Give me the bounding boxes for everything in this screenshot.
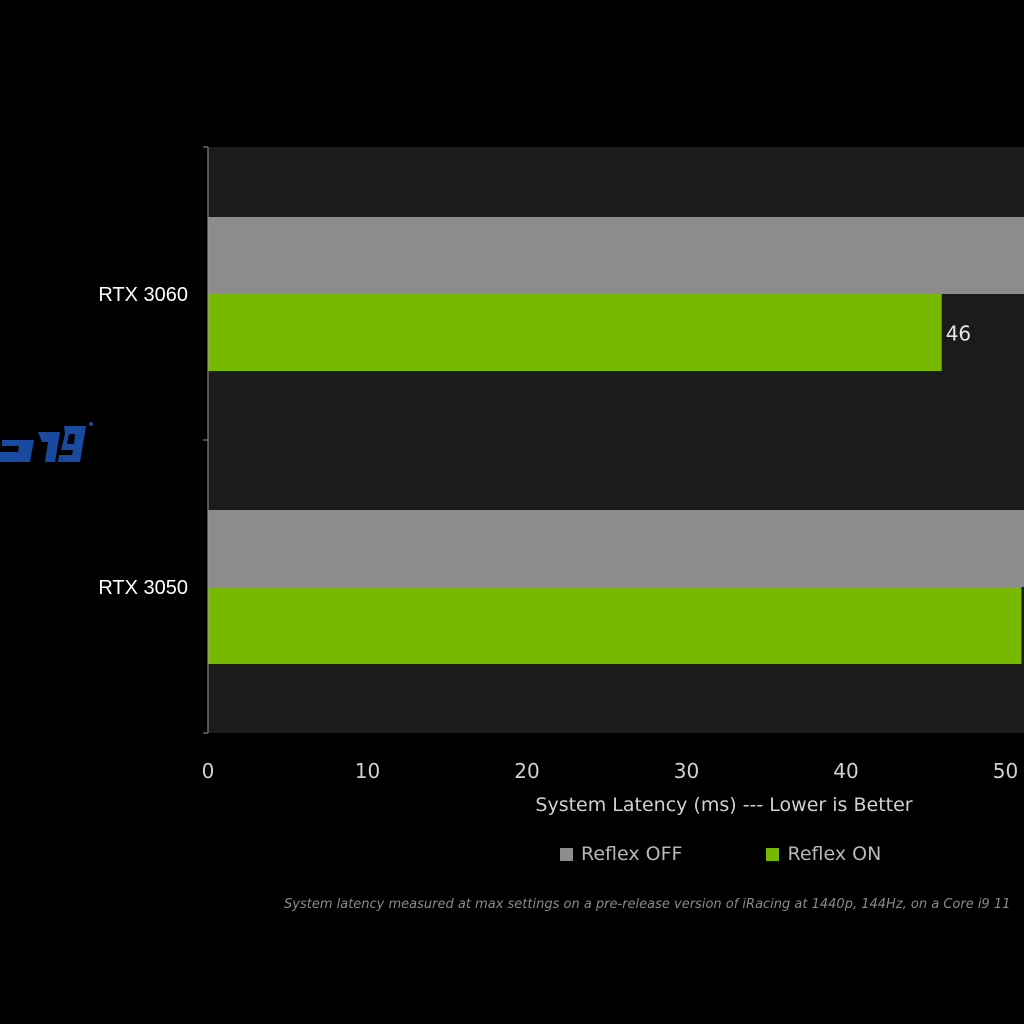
legend-item-reflex-on: Reflex ON (766, 843, 881, 865)
legend-item-reflex-off: Reflex OFF (560, 843, 682, 865)
x-tick-label: 0 (202, 759, 215, 783)
axes-layer (203, 146, 209, 734)
x-tick-label: 30 (674, 759, 699, 783)
bar-reflex-off-rtx-3050 (208, 510, 1024, 587)
bars-layer (208, 217, 1024, 664)
x-axis-title: System Latency (ms) --- Lower is Better (535, 794, 912, 816)
category-label: RTX 3060 (98, 284, 188, 306)
legend-swatch-reflex-off (560, 847, 573, 861)
x-tick-label: 40 (833, 759, 858, 783)
category-label: RTX 3050 (98, 577, 188, 599)
labels-layer: RTX 3060 RTX 3050 46 0 10 20 30 40 50 System Late… (98, 284, 1018, 816)
bar-reflex-off-rtx-3060 (208, 217, 1024, 294)
data-label: 46 (946, 322, 971, 346)
legend-swatch-reflex-on (766, 847, 780, 861)
legend-label-reflex-off: Reflex OFF (581, 843, 683, 865)
bar-reflex-on-rtx-3050 (208, 587, 1022, 664)
x-tick-label: 50 (993, 759, 1018, 783)
bar-reflex-on-rtx-3060 (208, 294, 942, 371)
x-tick-label: 20 (514, 759, 539, 783)
legend-label-reflex-on: Reflex ON (787, 843, 882, 865)
iracing-logo-icon (0, 422, 93, 462)
footnote: System latency measured at max settings … (284, 897, 1011, 912)
x-tick-label: 10 (355, 759, 380, 783)
legend: Reflex OFF Reflex ON (560, 840, 881, 868)
